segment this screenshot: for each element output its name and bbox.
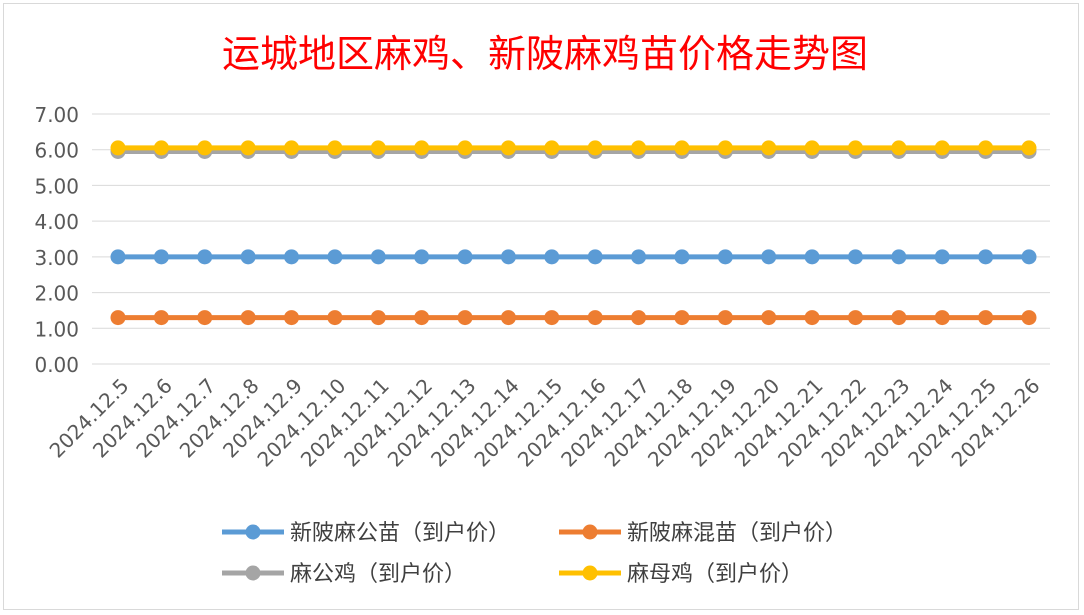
data-point	[370, 310, 386, 326]
data-point	[891, 310, 907, 326]
data-point	[240, 310, 256, 326]
legend-label: 新陂麻混苗（到户价）	[627, 521, 847, 546]
legend-swatch-marker	[582, 565, 598, 581]
data-point	[978, 310, 994, 326]
data-point	[761, 249, 777, 265]
legend: 新陂麻公苗（到户价） 新陂麻混苗（到户价） 麻公鸡（到户价） 麻母鸡（到户价）	[222, 521, 847, 587]
y-tick-label: 6.00	[34, 139, 79, 163]
legend-item: 麻公鸡（到户价）	[222, 562, 466, 587]
y-tick-label: 1.00	[34, 317, 79, 341]
data-point	[370, 140, 386, 156]
legend-item: 新陂麻混苗（到户价）	[559, 521, 847, 546]
y-tick-label: 0.00	[34, 353, 79, 377]
data-point	[891, 249, 907, 265]
data-point	[414, 140, 430, 156]
data-point	[153, 310, 169, 326]
legend-item: 麻母鸡（到户价）	[559, 562, 803, 587]
data-point	[804, 140, 820, 156]
data-point	[197, 140, 213, 156]
legend-label: 麻母鸡（到户价）	[627, 562, 803, 587]
y-tick-label: 5.00	[34, 174, 79, 198]
data-point	[717, 310, 733, 326]
data-point	[414, 249, 430, 265]
data-point	[934, 249, 950, 265]
data-point	[284, 140, 300, 156]
data-point	[587, 249, 603, 265]
series-1	[110, 249, 1037, 265]
legend-item: 新陂麻公苗（到户价）	[222, 521, 510, 546]
legend-label: 新陂麻公苗（到户价）	[290, 521, 510, 546]
data-point	[717, 249, 733, 265]
y-tick-label: 4.00	[34, 210, 79, 234]
data-point	[804, 310, 820, 326]
data-point	[674, 249, 690, 265]
data-point	[370, 249, 386, 265]
series-layer	[110, 140, 1037, 326]
data-point	[110, 310, 126, 326]
series-4	[110, 140, 1037, 156]
data-point	[587, 310, 603, 326]
x-axis-ticks: 2024.12.52024.12.62024.12.72024.12.82024…	[45, 374, 1045, 472]
data-point	[674, 140, 690, 156]
data-point	[500, 310, 516, 326]
data-point	[631, 249, 647, 265]
data-point	[153, 249, 169, 265]
data-point	[153, 140, 169, 156]
legend-swatch-marker	[582, 524, 598, 540]
data-point	[457, 310, 473, 326]
data-point	[1021, 140, 1037, 156]
data-point	[587, 140, 603, 156]
data-point	[847, 249, 863, 265]
series-2	[110, 310, 1037, 326]
data-point	[1021, 249, 1037, 265]
data-point	[240, 249, 256, 265]
data-point	[1021, 310, 1037, 326]
data-point	[327, 140, 343, 156]
legend-swatch-marker	[245, 524, 261, 540]
data-point	[631, 310, 647, 326]
data-point	[500, 140, 516, 156]
legend-label: 麻公鸡（到户价）	[290, 562, 466, 587]
data-point	[500, 249, 516, 265]
y-tick-label: 7.00	[34, 103, 79, 127]
data-point	[761, 140, 777, 156]
y-tick-label: 2.00	[34, 282, 79, 306]
data-point	[674, 310, 690, 326]
data-point	[110, 249, 126, 265]
data-point	[284, 310, 300, 326]
data-point	[544, 249, 560, 265]
data-point	[457, 249, 473, 265]
data-point	[847, 310, 863, 326]
data-point	[457, 140, 473, 156]
data-point	[978, 140, 994, 156]
data-point	[934, 140, 950, 156]
data-point	[804, 249, 820, 265]
y-tick-label: 3.00	[34, 246, 79, 270]
data-point	[934, 310, 950, 326]
data-point	[631, 140, 647, 156]
data-point	[240, 140, 256, 156]
data-point	[327, 249, 343, 265]
chart-frame: 运城地区麻鸡、新陂麻鸡苗价格走势图 0.00 1.00 2.00 3.00 4.00 5.…	[3, 3, 1079, 610]
data-point	[544, 310, 560, 326]
data-point	[761, 310, 777, 326]
data-point	[717, 140, 733, 156]
data-point	[544, 140, 560, 156]
chart-svg: 运城地区麻鸡、新陂麻鸡苗价格走势图 0.00 1.00 2.00 3.00 4.00 5.…	[34, 32, 1050, 587]
y-axis-ticks: 0.00 1.00 2.00 3.00 4.00 5.00 6.00 7.00	[34, 103, 79, 377]
data-point	[197, 249, 213, 265]
data-point	[414, 310, 430, 326]
data-point	[327, 310, 343, 326]
data-point	[847, 140, 863, 156]
data-point	[197, 310, 213, 326]
chart-title: 运城地区麻鸡、新陂麻鸡苗价格走势图	[222, 32, 868, 76]
data-point	[891, 140, 907, 156]
data-point	[110, 140, 126, 156]
data-point	[284, 249, 300, 265]
legend-swatch-marker	[245, 565, 261, 581]
data-point	[978, 249, 994, 265]
